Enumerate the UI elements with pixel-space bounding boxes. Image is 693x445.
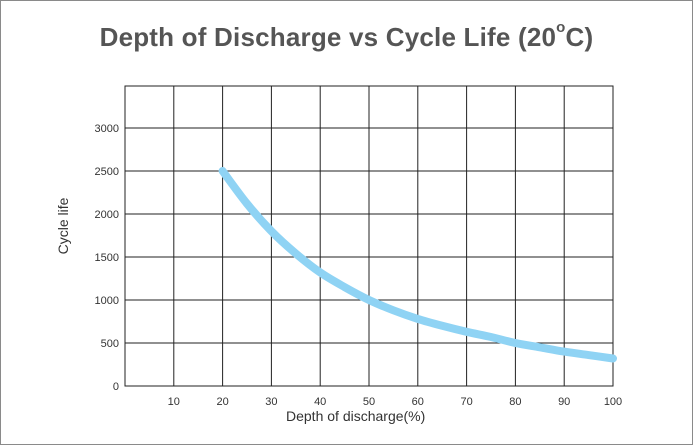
series-group (218, 167, 617, 363)
y-tick-label: 3000 (95, 123, 119, 135)
tick-labels: 10 20 30 40 50 60 70 80 90 1000500100015002000250… (95, 123, 623, 408)
y-tick-label: 0 (113, 381, 119, 393)
x-axis-label: Depth of discharge(%) (286, 408, 426, 424)
x-tick-label: 20 (216, 396, 228, 408)
cycle-life-curve (218, 167, 617, 363)
chart-title-main: Depth of Discharge vs Cycle Life (20 (99, 22, 557, 52)
x-tick-label: 50 (363, 396, 375, 408)
x-tick-label: 70 (460, 396, 472, 408)
x-tick-label: 60 (412, 396, 424, 408)
chart-title-tail: C) (565, 22, 594, 52)
x-tick-label: 30 (265, 396, 277, 408)
x-tick-label: 40 (314, 396, 326, 408)
x-tick-label: 80 (509, 396, 521, 408)
x-tick-label: 90 (558, 396, 570, 408)
y-tick-label: 2000 (95, 209, 119, 221)
y-tick-label: 500 (101, 338, 119, 350)
y-tick-label: 2500 (95, 166, 119, 178)
y-tick-label: 1500 (95, 252, 119, 264)
y-tick-label: 1000 (95, 295, 119, 307)
chart-title: Depth of Discharge vs Cycle Life (20oC) (0, 19, 693, 53)
x-tick-label: 100 (604, 396, 622, 408)
x-tick-label: 10 (168, 396, 180, 408)
grid-lines (124, 85, 614, 387)
degree-symbol: o (556, 19, 566, 37)
